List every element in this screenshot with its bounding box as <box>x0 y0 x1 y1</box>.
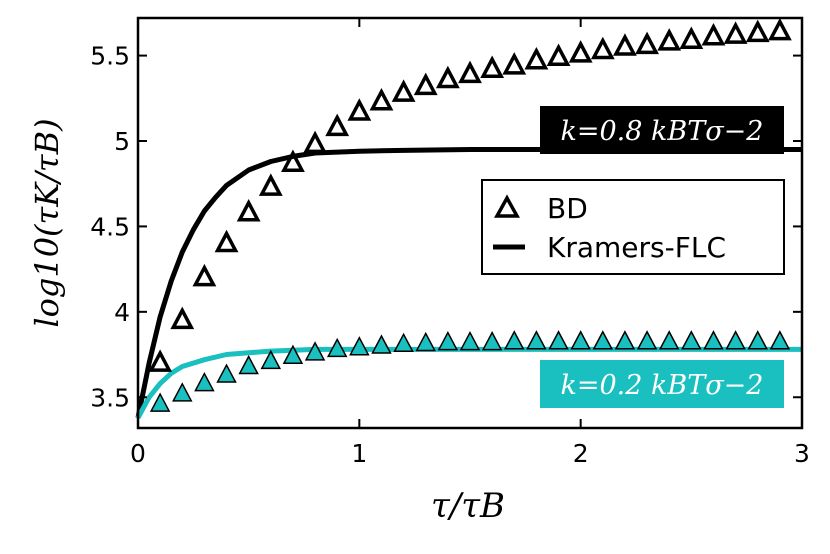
data-point-k02 <box>504 330 525 350</box>
series-layer <box>135 17 802 419</box>
data-point-k02 <box>614 330 636 350</box>
data-point-k02 <box>681 330 702 350</box>
annotation-k08-box <box>540 106 784 154</box>
data-point-k08 <box>214 229 239 253</box>
data-point-k02 <box>326 337 348 358</box>
legend-marker-bd <box>494 194 520 218</box>
x-tick-label: 0 <box>130 439 146 468</box>
data-point-k08 <box>480 55 505 78</box>
legend: BD Kramers-FLC <box>481 179 785 275</box>
ticks-layer: 0 1 2 3 3.5 4 4.5 5 5.5 <box>90 18 810 468</box>
data-point-k02 <box>238 354 259 375</box>
data-point-k02 <box>570 330 591 350</box>
data-point-k08 <box>258 173 283 196</box>
data-point-k02 <box>172 382 193 402</box>
data-point-k02 <box>703 330 724 350</box>
data-point-k08 <box>546 43 571 67</box>
data-point-k08 <box>303 130 327 154</box>
y-tick-label: 4.5 <box>90 212 130 241</box>
data-point-k08 <box>635 31 659 55</box>
data-point-k02 <box>526 330 547 350</box>
data-point-k08 <box>679 26 704 49</box>
data-point-k08 <box>281 149 305 172</box>
plot-frame <box>136 16 804 430</box>
data-point-k08 <box>701 23 726 46</box>
annotation-k02-box <box>540 360 784 408</box>
data-point-k02 <box>725 330 746 350</box>
data-point-k02 <box>194 371 215 392</box>
data-point-k02 <box>481 330 503 351</box>
data-point-k08 <box>369 87 394 111</box>
x-axis-label: τ/τB <box>431 486 505 526</box>
data-point-k02 <box>393 332 414 353</box>
data-point-k02 <box>437 330 459 351</box>
data-point-k08 <box>170 306 195 330</box>
data-point-k02 <box>636 330 658 350</box>
legend-label-kramers: Kramers-FLC <box>547 231 726 264</box>
y-tick-label: 5 <box>114 127 130 156</box>
data-point-k02 <box>282 344 304 364</box>
data-point-k08 <box>745 19 770 43</box>
data-point-k08 <box>347 98 372 121</box>
data-point-k02 <box>769 330 791 350</box>
data-point-k08 <box>723 21 748 44</box>
data-point-k08 <box>590 36 615 60</box>
y-tick-label: 3.5 <box>90 383 130 412</box>
y-tick-label: 5.5 <box>90 42 130 71</box>
y-tick-label: 4 <box>114 298 130 327</box>
data-point-k02 <box>592 330 614 350</box>
data-point-k08 <box>148 349 173 372</box>
data-point-k08 <box>568 40 593 63</box>
data-point-k08 <box>192 263 217 287</box>
annotation-k08-text: k=0.8 kBTσ−2 <box>561 116 764 147</box>
data-point-k08 <box>613 33 637 56</box>
data-point-k08 <box>524 46 549 70</box>
data-point-k02 <box>304 341 326 361</box>
data-point-k08 <box>236 199 261 222</box>
data-point-k08 <box>325 113 350 137</box>
x-tick-label: 2 <box>573 439 589 468</box>
data-point-k02 <box>747 330 768 350</box>
data-point-k08 <box>657 28 682 51</box>
data-point-k08 <box>435 65 460 89</box>
data-point-k02 <box>658 330 680 350</box>
data-point-k02 <box>260 349 282 370</box>
data-point-k08 <box>391 79 416 102</box>
data-point-k08 <box>413 72 438 96</box>
data-point-k08 <box>502 52 527 75</box>
data-point-k02 <box>415 331 436 352</box>
annotation-k02-text: k=0.2 kBTσ−2 <box>561 370 764 401</box>
data-point-k02 <box>371 334 392 354</box>
x-tick-label: 1 <box>351 439 367 468</box>
data-point-k02 <box>548 330 569 350</box>
annotation-k08: k=0.8 kBTσ−2 <box>540 106 784 154</box>
data-point-k08 <box>458 60 482 84</box>
data-point-k02 <box>149 392 171 412</box>
data-point-k02 <box>459 330 481 351</box>
series-line-k08 <box>135 147 802 419</box>
data-point-k08 <box>767 17 792 41</box>
y-axis-label: log10(τK/τB) <box>28 118 66 327</box>
legend-label-bd: BD <box>547 192 588 225</box>
legend-frame <box>481 179 785 275</box>
annotation-k02: k=0.2 kBTσ−2 <box>540 360 784 408</box>
data-point-k02 <box>216 363 237 383</box>
data-point-k02 <box>349 336 370 356</box>
x-tick-label: 3 <box>794 439 810 468</box>
